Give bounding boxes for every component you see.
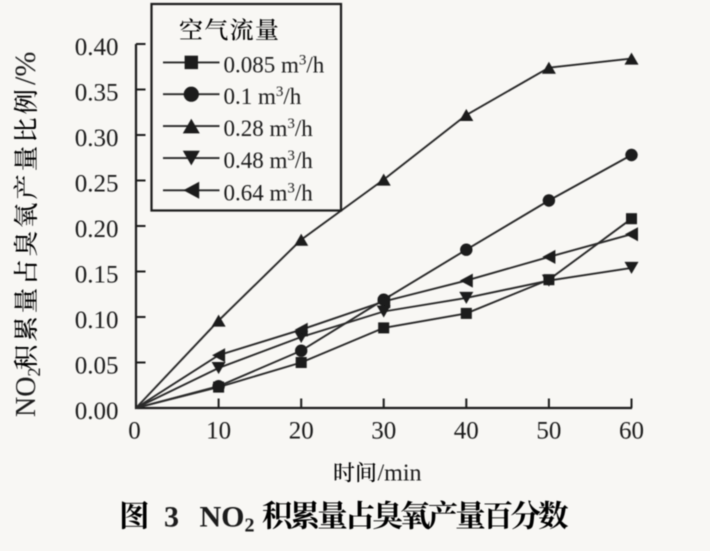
svg-text:0.25: 0.25 xyxy=(75,171,119,198)
svg-text:/min: /min xyxy=(378,461,422,487)
svg-text:0.1 m3/h: 0.1 m3/h xyxy=(224,84,302,109)
svg-text:0.05: 0.05 xyxy=(75,353,119,380)
svg-text:0.30: 0.30 xyxy=(75,125,119,152)
svg-text:NO2: NO2 xyxy=(200,501,255,537)
svg-text:/%: /% xyxy=(9,52,42,85)
svg-text:0.40: 0.40 xyxy=(75,34,119,61)
svg-text:0.10: 0.10 xyxy=(75,307,119,334)
svg-text:0.15: 0.15 xyxy=(75,262,119,289)
svg-text:10: 10 xyxy=(206,418,231,445)
svg-text:30: 30 xyxy=(371,418,396,445)
svg-text:0.35: 0.35 xyxy=(75,80,119,107)
svg-text:3: 3 xyxy=(164,501,179,534)
svg-text:0: 0 xyxy=(128,418,141,445)
svg-text:40: 40 xyxy=(454,418,479,445)
svg-text:0.085 m3/h: 0.085 m3/h xyxy=(224,52,325,77)
svg-text:50: 50 xyxy=(536,418,561,445)
svg-text:0.20: 0.20 xyxy=(75,216,119,243)
svg-text:0.00: 0.00 xyxy=(75,398,119,425)
svg-text:0.64 m3/h: 0.64 m3/h xyxy=(224,180,314,205)
svg-text:60: 60 xyxy=(619,418,644,445)
svg-text:0.48 m3/h: 0.48 m3/h xyxy=(224,148,314,173)
svg-text:0.28 m3/h: 0.28 m3/h xyxy=(224,116,314,141)
svg-text:20: 20 xyxy=(289,418,314,445)
